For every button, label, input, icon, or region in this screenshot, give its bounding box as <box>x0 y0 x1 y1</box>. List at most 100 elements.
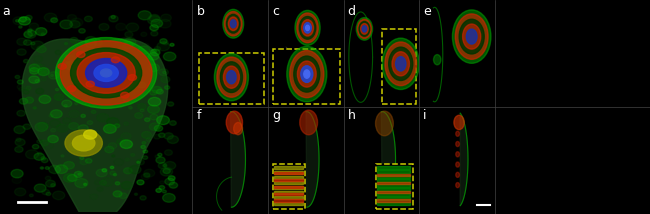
Circle shape <box>84 101 92 107</box>
Circle shape <box>153 134 161 139</box>
Circle shape <box>84 143 90 147</box>
Text: e: e <box>423 5 431 18</box>
Circle shape <box>94 180 101 185</box>
Bar <box>274 193 303 195</box>
Circle shape <box>111 57 120 63</box>
Circle shape <box>70 90 73 93</box>
Circle shape <box>456 172 460 177</box>
Bar <box>377 182 410 184</box>
Circle shape <box>125 38 136 46</box>
Circle shape <box>456 183 460 188</box>
Circle shape <box>74 171 83 177</box>
Bar <box>274 191 303 194</box>
Circle shape <box>112 81 115 83</box>
Circle shape <box>29 23 38 30</box>
Circle shape <box>90 100 98 105</box>
Circle shape <box>35 122 47 131</box>
Circle shape <box>42 189 49 195</box>
Circle shape <box>118 93 122 96</box>
Circle shape <box>455 14 488 59</box>
Circle shape <box>36 88 44 94</box>
Circle shape <box>84 99 89 103</box>
Circle shape <box>31 41 44 50</box>
Circle shape <box>142 141 146 144</box>
Circle shape <box>392 52 410 76</box>
Circle shape <box>65 61 77 70</box>
Circle shape <box>129 107 132 109</box>
Circle shape <box>32 144 39 149</box>
Circle shape <box>20 98 28 104</box>
Circle shape <box>69 142 81 150</box>
Circle shape <box>295 10 320 45</box>
Circle shape <box>160 39 167 44</box>
Bar <box>274 196 303 199</box>
Circle shape <box>128 67 138 74</box>
Circle shape <box>459 19 484 54</box>
Circle shape <box>168 102 174 106</box>
Circle shape <box>79 29 85 33</box>
Circle shape <box>143 150 148 153</box>
Text: h: h <box>348 109 356 122</box>
Circle shape <box>99 59 112 67</box>
Circle shape <box>69 110 79 117</box>
Circle shape <box>57 124 68 132</box>
Circle shape <box>298 61 316 87</box>
Circle shape <box>41 33 45 36</box>
Polygon shape <box>382 112 396 207</box>
Circle shape <box>297 13 318 43</box>
Circle shape <box>154 125 162 131</box>
Circle shape <box>144 173 150 177</box>
Circle shape <box>105 146 114 153</box>
Circle shape <box>116 23 126 30</box>
Circle shape <box>91 110 96 113</box>
Circle shape <box>29 76 39 83</box>
Circle shape <box>146 138 151 141</box>
Circle shape <box>36 28 47 36</box>
Circle shape <box>68 15 77 21</box>
Circle shape <box>152 86 162 93</box>
Circle shape <box>71 18 83 27</box>
Circle shape <box>376 111 393 136</box>
Circle shape <box>163 41 168 45</box>
Bar <box>377 174 410 176</box>
Circle shape <box>54 94 64 100</box>
Circle shape <box>49 165 60 174</box>
Circle shape <box>69 79 79 86</box>
Circle shape <box>97 114 109 122</box>
Circle shape <box>24 30 36 38</box>
Circle shape <box>112 98 123 106</box>
Circle shape <box>55 88 58 91</box>
Circle shape <box>135 71 142 76</box>
Circle shape <box>160 181 164 184</box>
Circle shape <box>161 14 172 22</box>
Circle shape <box>122 181 133 189</box>
Circle shape <box>158 163 167 169</box>
Circle shape <box>119 193 127 199</box>
Circle shape <box>53 191 65 200</box>
Circle shape <box>362 26 367 32</box>
Bar <box>377 202 410 205</box>
Circle shape <box>88 81 100 89</box>
Circle shape <box>84 183 86 185</box>
Circle shape <box>96 169 107 177</box>
Circle shape <box>156 157 165 163</box>
Circle shape <box>23 90 29 94</box>
Text: b: b <box>197 5 205 18</box>
Circle shape <box>454 115 464 130</box>
Circle shape <box>150 90 157 95</box>
Circle shape <box>141 145 146 149</box>
Circle shape <box>71 48 142 98</box>
Bar <box>274 179 303 181</box>
Circle shape <box>18 80 23 84</box>
Circle shape <box>138 82 146 88</box>
Circle shape <box>68 86 75 92</box>
Circle shape <box>141 174 150 180</box>
Circle shape <box>98 64 107 71</box>
Circle shape <box>98 68 107 75</box>
Circle shape <box>44 13 57 22</box>
Circle shape <box>124 98 129 103</box>
Circle shape <box>69 65 75 69</box>
Circle shape <box>38 68 49 76</box>
Circle shape <box>214 54 248 101</box>
Circle shape <box>46 176 51 180</box>
